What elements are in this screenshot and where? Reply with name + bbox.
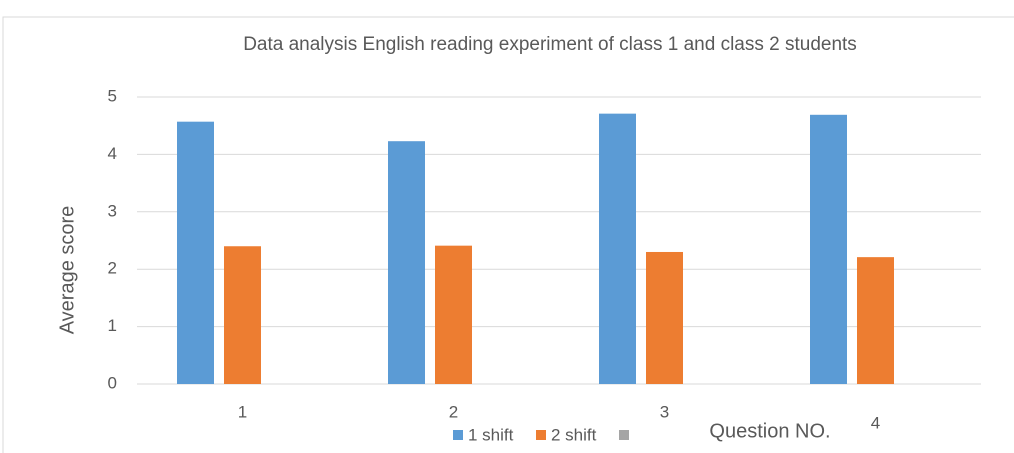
bar bbox=[599, 113, 636, 385]
legend-label: 1 shift bbox=[468, 425, 514, 444]
x-tick-label: 2 bbox=[449, 402, 458, 421]
legend-label: 2 shift bbox=[551, 425, 597, 444]
bar bbox=[224, 246, 261, 384]
x-axis-title: Question NO. bbox=[709, 420, 830, 442]
legend-swatch bbox=[536, 430, 546, 440]
x-tick-label: 4 bbox=[871, 413, 880, 432]
bar bbox=[435, 245, 472, 384]
y-tick-label: 4 bbox=[108, 144, 117, 163]
bar bbox=[388, 141, 425, 384]
y-tick-label: 3 bbox=[108, 201, 117, 220]
bar bbox=[646, 251, 683, 384]
y-tick-label: 2 bbox=[108, 259, 117, 278]
x-tick-label: 1 bbox=[238, 402, 247, 421]
x-tick-label: 3 bbox=[660, 402, 669, 421]
chart-frame bbox=[2, 16, 1014, 453]
y-tick-label: 5 bbox=[108, 86, 117, 105]
legend-swatch bbox=[453, 430, 463, 440]
y-tick-label: 0 bbox=[108, 373, 117, 392]
bar bbox=[857, 257, 894, 384]
y-axis-title: Average score bbox=[56, 206, 78, 335]
bar bbox=[810, 114, 847, 384]
bar bbox=[177, 121, 214, 384]
legend-swatch bbox=[619, 430, 629, 440]
chart-title: Data analysis English reading experiment… bbox=[243, 34, 857, 55]
y-tick-label: 1 bbox=[108, 316, 117, 335]
